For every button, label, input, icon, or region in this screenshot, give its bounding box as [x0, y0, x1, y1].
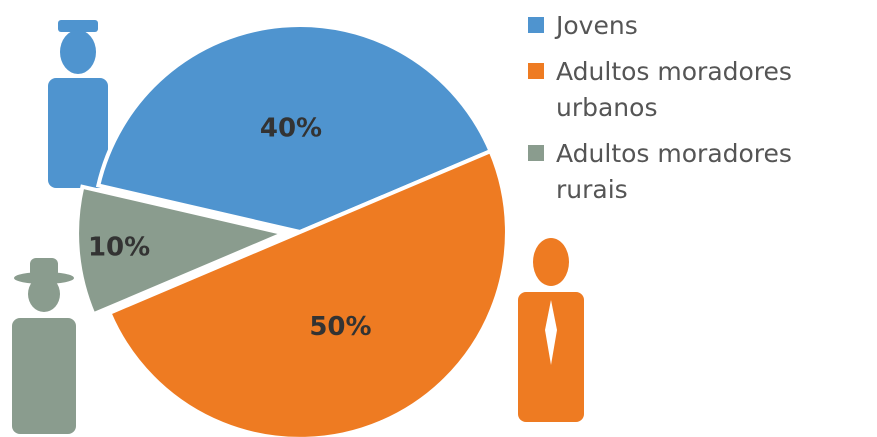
legend-label: Adultos moradores rurais — [556, 139, 792, 204]
pie-slice — [95, 23, 494, 235]
icon-young — [48, 20, 108, 188]
legend-label: Adultos moradores urbanos — [556, 57, 792, 122]
slice-label: 10% — [88, 232, 150, 262]
pie: 40% 50% 10% — [75, 23, 509, 437]
legend-item: Adultos moradores urbanos — [528, 54, 828, 126]
icon-rural — [12, 258, 76, 434]
legend-label: Jovens — [556, 11, 638, 40]
legend-swatch — [528, 17, 544, 33]
legend-swatch — [528, 145, 544, 161]
slice-label: 40% — [260, 113, 322, 143]
icon-urban — [518, 238, 584, 422]
legend-item: Jovens — [528, 8, 828, 44]
legend: Jovens Adultos moradores urbanos Adultos m… — [528, 8, 828, 218]
legend-swatch — [528, 63, 544, 79]
pie-slice — [75, 184, 291, 317]
pie-slice — [106, 148, 509, 437]
legend-item: Adultos moradores rurais — [528, 136, 828, 208]
slice-label: 50% — [309, 312, 371, 342]
